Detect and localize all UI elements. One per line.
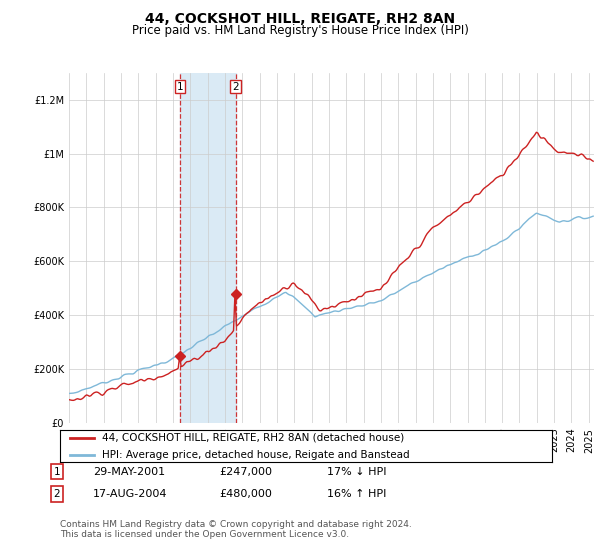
Text: 2: 2	[53, 489, 61, 499]
Text: 44, COCKSHOT HILL, REIGATE, RH2 8AN: 44, COCKSHOT HILL, REIGATE, RH2 8AN	[145, 12, 455, 26]
Text: 2: 2	[232, 82, 239, 91]
Text: HPI: Average price, detached house, Reigate and Banstead: HPI: Average price, detached house, Reig…	[102, 450, 409, 460]
Text: 16% ↑ HPI: 16% ↑ HPI	[327, 489, 386, 499]
Text: Price paid vs. HM Land Registry's House Price Index (HPI): Price paid vs. HM Land Registry's House …	[131, 24, 469, 36]
Text: £247,000: £247,000	[219, 466, 272, 477]
Text: 17-AUG-2004: 17-AUG-2004	[93, 489, 167, 499]
Text: 44, COCKSHOT HILL, REIGATE, RH2 8AN (detached house): 44, COCKSHOT HILL, REIGATE, RH2 8AN (det…	[102, 433, 404, 442]
Text: Contains HM Land Registry data © Crown copyright and database right 2024.
This d: Contains HM Land Registry data © Crown c…	[60, 520, 412, 539]
Text: 1: 1	[53, 466, 61, 477]
Text: 29-MAY-2001: 29-MAY-2001	[93, 466, 165, 477]
Text: £480,000: £480,000	[219, 489, 272, 499]
Text: 17% ↓ HPI: 17% ↓ HPI	[327, 466, 386, 477]
Text: 1: 1	[176, 82, 183, 91]
Bar	[180, 73, 236, 423]
